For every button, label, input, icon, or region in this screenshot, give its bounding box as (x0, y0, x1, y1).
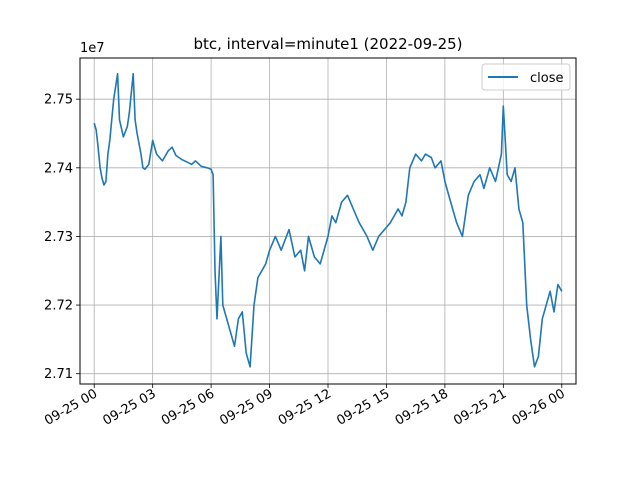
y-tick-label: 2.74 (44, 161, 73, 176)
y-tick-label: 2.72 (44, 299, 73, 314)
legend: close (481, 63, 571, 91)
legend-box (481, 63, 571, 91)
y-axis-offset-label: 1e7 (80, 41, 105, 56)
y-tick-label: 2.71 (44, 367, 73, 382)
y-tick-label: 2.75 (44, 93, 73, 108)
legend-label-close: close (530, 71, 563, 86)
y-tick-label: 2.73 (44, 230, 73, 245)
series-layer (93, 73, 563, 368)
plot-area-frame (79, 57, 577, 385)
series-line-close (93, 73, 563, 368)
chart-title: btc, interval=minute1 (2022-09-25) (193, 35, 462, 53)
